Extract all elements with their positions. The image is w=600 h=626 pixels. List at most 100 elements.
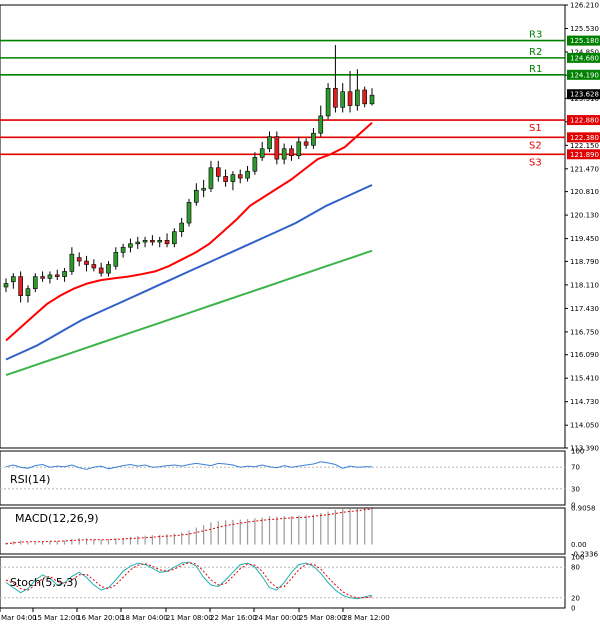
candle-bullish [157, 240, 163, 243]
candle-bullish [267, 136, 272, 150]
price-tick-label: 116.750 [570, 328, 599, 336]
price-tick-label: 118.790 [570, 258, 599, 266]
candle-bullish [259, 148, 265, 158]
price-tick-label: 125.530 [570, 25, 599, 33]
candle-bullish [355, 89, 360, 106]
level-tag-s3 [567, 149, 600, 160]
rsi-panel[interactable]: 100 70 30 0 RSI(14) [0, 448, 584, 510]
candle-bearish [303, 141, 309, 146]
candle-bullish [3, 283, 9, 288]
price-tick-label: 113.390 [570, 445, 599, 453]
price-tick-label: 121.470 [570, 165, 599, 173]
stoch-panel[interactable]: 100 80 20 0 Stoch(5,5,3) [0, 554, 584, 613]
candle-bearish [164, 240, 170, 245]
stoch-tick-label: 80 [571, 564, 580, 572]
macd-panel-frame [0, 507, 566, 555]
candle-bullish [120, 246, 126, 253]
level-tag-label: 125.180 [570, 37, 599, 45]
candle-bearish [18, 276, 23, 296]
candle-bullish [172, 231, 177, 245]
rsi-line [5, 461, 372, 470]
candle-bullish [179, 222, 184, 232]
candle-bullish [69, 253, 75, 272]
candle-bullish [296, 141, 302, 156]
time-tick-label: 15 Mar 12:00 [33, 614, 80, 622]
stoch-signal-line [5, 562, 373, 599]
level-tag-label: 124.190 [570, 71, 599, 79]
moving-average-line-3 [5, 249, 373, 377]
stoch-axis: 100 80 20 0 [571, 554, 584, 613]
level-name-r2: R2 [529, 47, 542, 58]
candle-bearish [76, 257, 82, 262]
price-tick-label: 117.430 [570, 305, 599, 313]
macd-histogram [5, 508, 373, 545]
level-name-r3: R3 [529, 30, 542, 41]
price-tick-label: 120.810 [570, 188, 599, 196]
candle-bullish [186, 202, 192, 224]
candle-bullish [208, 167, 214, 189]
price-tick-label: 115.410 [570, 375, 599, 383]
candle-bearish [289, 148, 294, 156]
macd-signal-line [5, 508, 373, 545]
candle-bullish [340, 91, 346, 108]
stoch-label: Stoch(5,5,3) [10, 576, 78, 589]
macd-tick-label: 0.00 [571, 541, 587, 549]
candle-bearish [91, 264, 97, 269]
moving-average-line-2 [5, 184, 373, 361]
rsi-axis: 100 70 30 0 [571, 448, 584, 510]
time-tick-label: 22 Mar 16:00 [210, 614, 257, 622]
macd-tick-label: -0.2336 [571, 551, 599, 559]
candle-bullish [230, 174, 236, 182]
macd-panel[interactable]: 0.9058 0.00 -0.2336 MACD(12,26,9) [0, 505, 599, 559]
candle-bullish [369, 94, 375, 105]
candlesticks [3, 45, 375, 303]
candle-bearish [40, 276, 45, 279]
macd-label: MACD(12,26,9) [15, 512, 99, 525]
time-tick-label: 28 Mar 12:00 [343, 614, 390, 622]
level-tag-label: 122.380 [570, 134, 599, 142]
macd-signal [5, 508, 373, 545]
candle-bullish [106, 264, 111, 274]
price-tick-label: 116.090 [570, 351, 599, 359]
level-tag-r1 [567, 69, 600, 80]
time-tick-label: Mar 04:00 [1, 614, 37, 622]
candle-bullish [311, 132, 316, 146]
level-name-s2: S2 [529, 140, 542, 151]
candle-bearish [347, 91, 353, 106]
candle-bullish [32, 276, 38, 289]
candle-bearish [84, 260, 89, 265]
level-name-r1: R1 [529, 64, 542, 75]
current-price-tag [567, 89, 600, 100]
stoch-tick-label: 100 [571, 554, 584, 562]
rsi-tick-label: 30 [571, 485, 580, 493]
stoch-tick-label: 20 [571, 594, 580, 602]
candle-bullish [245, 170, 250, 179]
stoch-main-line [5, 561, 373, 600]
price-tick-label: 114.730 [570, 398, 599, 406]
time-tick-label: 24 Mar 00:00 [254, 614, 301, 622]
rsi-tick-label: 70 [571, 464, 580, 472]
candle-bearish [274, 136, 280, 160]
current-price-label: 123.628 [570, 91, 599, 99]
rsi-label: RSI(14) [10, 473, 50, 486]
price-tick-label: 122.150 [570, 142, 599, 150]
stoch-tick-label: 0 [571, 605, 575, 613]
rsi-tick-label: 0 [571, 502, 575, 510]
moving-average-line-1 [5, 122, 373, 342]
time-tick-label: 18 Mar 04:00 [121, 614, 168, 622]
candle-bullish [135, 241, 141, 245]
candle-bullish [281, 148, 287, 160]
level-name-s1: S1 [529, 123, 542, 134]
candle-bullish [11, 276, 16, 283]
candle-bullish [62, 271, 67, 277]
candle-bearish [54, 274, 60, 277]
candle-bullish [113, 252, 119, 267]
stoch-lines [5, 561, 373, 600]
rsi-series [5, 461, 372, 470]
candle-bearish [215, 167, 221, 177]
time-tick-label: 21 Mar 08:00 [166, 614, 213, 622]
